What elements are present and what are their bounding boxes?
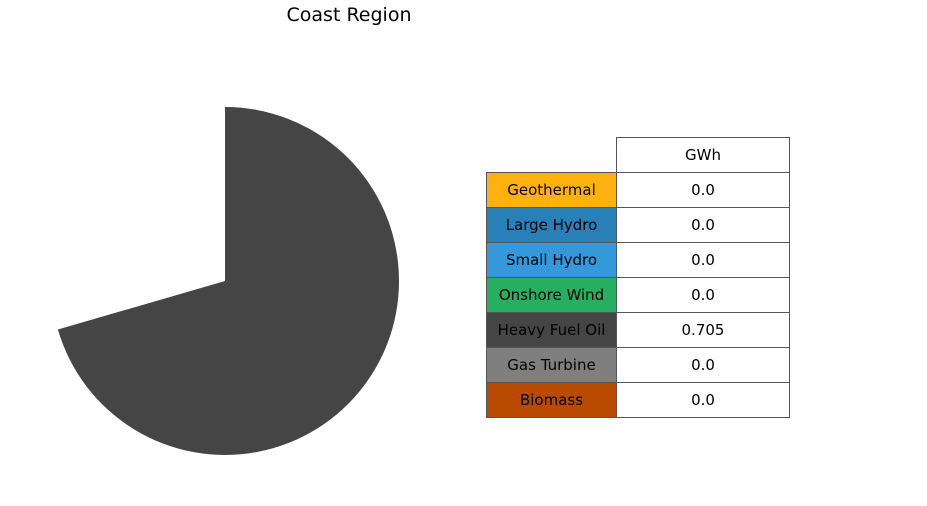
table-column-header: GWh: [616, 137, 790, 173]
table-row: Large Hydro 0.0: [486, 207, 790, 243]
table-row: Biomass 0.0: [486, 382, 790, 418]
table-row-label: Heavy Fuel Oil: [486, 312, 617, 348]
table-row-value: 0.0: [616, 172, 790, 208]
table-row-label: Biomass: [486, 382, 617, 418]
table-corner-cell: [487, 138, 617, 173]
table-row-value: 0.0: [616, 277, 790, 313]
table-header-row: GWh: [487, 137, 790, 173]
pie-chart: [57, 107, 399, 455]
table-row: Heavy Fuel Oil 0.705: [486, 312, 790, 348]
pie-slice: [57, 107, 399, 455]
table-row-value: 0.705: [616, 312, 790, 348]
table-row-label: Gas Turbine: [486, 347, 617, 383]
table-row: Onshore Wind 0.0: [486, 277, 790, 313]
table-row-label: Large Hydro: [486, 207, 617, 243]
table-row-value: 0.0: [616, 347, 790, 383]
table-row: Gas Turbine 0.0: [486, 347, 790, 383]
table-row: Small Hydro 0.0: [486, 242, 790, 278]
table-row-value: 0.0: [616, 382, 790, 418]
table-row-label: Onshore Wind: [486, 277, 617, 313]
table-row-value: 0.0: [616, 207, 790, 243]
table-row-label: Small Hydro: [486, 242, 617, 278]
generation-table: GWh Geothermal 0.0 Large Hydro 0.0 Small Hyd…: [486, 137, 790, 418]
chart-title: Coast Region: [286, 4, 412, 26]
table-row-label: Geothermal: [486, 172, 617, 208]
table-row-value: 0.0: [616, 242, 790, 278]
table-row: Geothermal 0.0: [486, 172, 790, 208]
